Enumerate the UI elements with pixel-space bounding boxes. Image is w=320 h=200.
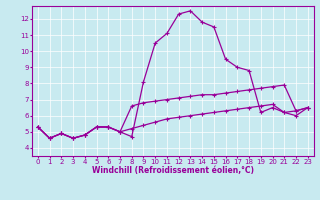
X-axis label: Windchill (Refroidissement éolien,°C): Windchill (Refroidissement éolien,°C) (92, 166, 254, 175)
